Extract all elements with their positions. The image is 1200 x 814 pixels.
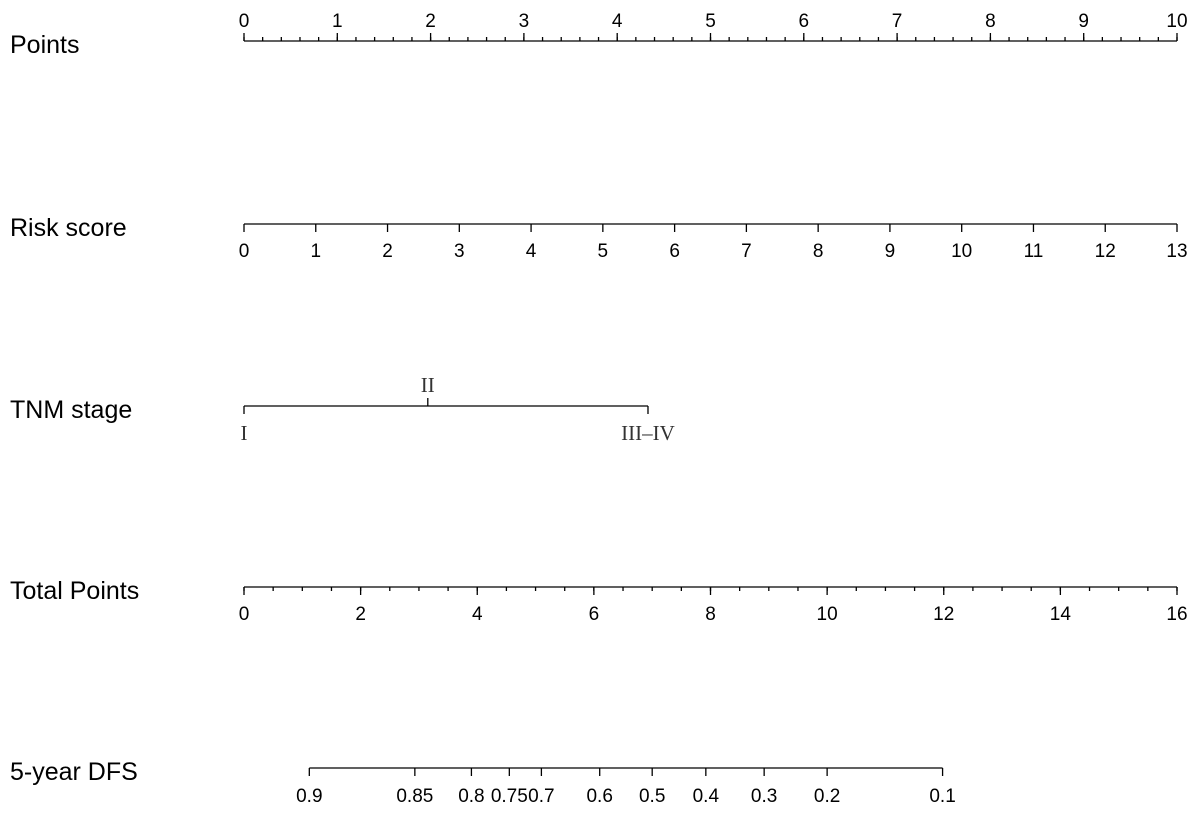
tick-label-total_points: 6: [589, 604, 600, 625]
tick-label-dfs_5yr: 0.4: [693, 786, 720, 807]
row-label-tnm_stage: TNM stage: [10, 396, 132, 424]
tick-label-dfs_5yr: 0.8: [458, 786, 484, 807]
tick-label-risk_score: 11: [1024, 241, 1044, 262]
tick-label-points: 0: [239, 11, 250, 32]
row-label-dfs_5yr: 5-year DFS: [10, 758, 138, 786]
tick-label-points: 3: [519, 11, 530, 32]
tick-label-total_points: 14: [1050, 604, 1072, 625]
category-label-tnm_stage: III–IV: [621, 421, 675, 445]
category-label-tnm_stage: I: [241, 421, 248, 445]
tick-label-total_points: 4: [472, 604, 483, 625]
tick-label-dfs_5yr: 0.75: [491, 786, 528, 807]
tick-label-dfs_5yr: 0.2: [814, 786, 840, 807]
tick-label-risk_score: 5: [598, 241, 609, 262]
row-label-risk_score: Risk score: [10, 214, 127, 242]
tick-label-risk_score: 10: [951, 241, 972, 262]
tick-label-risk_score: 12: [1095, 241, 1116, 262]
tick-label-total_points: 10: [817, 604, 838, 625]
tick-label-risk_score: 4: [526, 241, 537, 262]
tick-label-risk_score: 13: [1166, 241, 1187, 262]
tick-label-risk_score: 8: [813, 241, 824, 262]
tick-label-risk_score: 6: [669, 241, 680, 262]
tick-label-risk_score: 3: [454, 241, 465, 262]
tick-label-total_points: 16: [1166, 604, 1187, 625]
tick-label-total_points: 0: [239, 604, 250, 625]
tick-label-dfs_5yr: 0.6: [586, 786, 612, 807]
tick-label-risk_score: 1: [310, 241, 321, 262]
tick-label-risk_score: 0: [239, 241, 250, 262]
row-label-points: Points: [10, 31, 79, 59]
category-label-tnm_stage: II: [421, 373, 435, 397]
tick-label-risk_score: 7: [741, 241, 752, 262]
tick-label-risk_score: 9: [885, 241, 896, 262]
tick-label-points: 6: [799, 11, 810, 32]
tick-label-dfs_5yr: 0.5: [639, 786, 665, 807]
tick-label-points: 9: [1078, 11, 1089, 32]
row-label-total_points: Total Points: [10, 577, 139, 605]
tick-label-points: 2: [425, 11, 436, 32]
tick-label-risk_score: 2: [382, 241, 393, 262]
tick-label-dfs_5yr: 0.1: [929, 786, 955, 807]
tick-label-points: 7: [892, 11, 903, 32]
tick-label-dfs_5yr: 0.7: [528, 786, 554, 807]
tick-label-dfs_5yr: 0.9: [296, 786, 322, 807]
tick-label-points: 8: [985, 11, 996, 32]
tick-label-dfs_5yr: 0.85: [396, 786, 433, 807]
tick-label-total_points: 2: [355, 604, 366, 625]
tick-label-total_points: 12: [933, 604, 954, 625]
tick-label-total_points: 8: [705, 604, 716, 625]
tick-label-points: 4: [612, 11, 623, 32]
tick-label-points: 5: [705, 11, 716, 32]
tick-label-points: 1: [332, 11, 343, 32]
tick-label-points: 10: [1166, 11, 1187, 32]
tick-label-dfs_5yr: 0.3: [751, 786, 777, 807]
